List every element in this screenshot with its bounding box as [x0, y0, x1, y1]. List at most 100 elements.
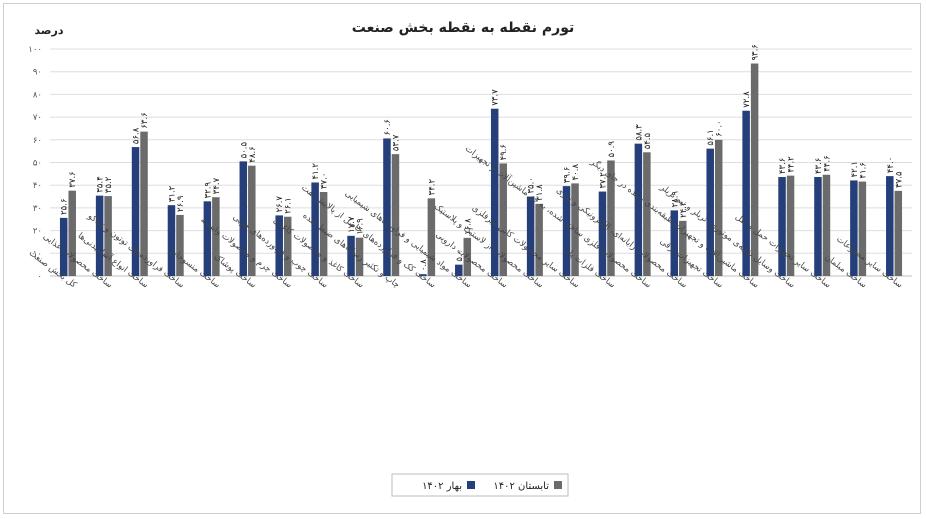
bar — [490, 108, 499, 277]
data-label: ۴۳.۶ — [814, 158, 824, 174]
data-label: ۲۴.۳ — [679, 201, 689, 218]
data-label: ۰.۸ — [419, 259, 429, 271]
data-label: ۴۱.۶ — [858, 162, 868, 178]
bar — [750, 63, 759, 276]
bar — [275, 215, 283, 276]
data-label: ۳۲.۹ — [203, 181, 213, 198]
bar — [463, 237, 472, 276]
bar — [858, 181, 867, 276]
bar — [140, 131, 148, 276]
y-tick-label: ۲۰ — [33, 227, 42, 237]
bar — [607, 160, 615, 276]
data-label: ۳۱.۲ — [167, 185, 177, 202]
bar — [786, 175, 795, 276]
y-tick-label: ۷۰ — [33, 113, 42, 123]
data-label: ۵۶.۱ — [706, 129, 716, 145]
bar — [95, 195, 104, 276]
data-label: ۵۴.۵ — [643, 132, 653, 149]
data-label: ۴۴.۲ — [787, 156, 797, 173]
bar — [598, 191, 607, 276]
data-label: ۳۵.۰ — [527, 177, 537, 193]
y-axis-ticks: ۰ ۱۰ ۲۰ ۳۰ ۴۰ ۵۰ ۶۰ ۷۰ ۸۰ ۹۰ ۱۰۰ — [28, 45, 42, 282]
bar — [499, 163, 507, 276]
bar — [886, 176, 894, 276]
legend-box — [391, 473, 569, 497]
bar — [535, 203, 543, 276]
bar — [239, 161, 248, 276]
y-tick-label: ۶۰ — [33, 136, 42, 146]
data-label: ۴۸.۶ — [248, 146, 258, 162]
y-tick-label: ۰ — [37, 272, 42, 282]
data-label: ۳۱.۸ — [535, 184, 545, 201]
bar — [562, 186, 571, 276]
chart-title: تورم نقطه به نقطه بخش صنعت — [352, 20, 575, 36]
bar — [383, 138, 391, 276]
bar — [104, 196, 112, 276]
bar — [68, 190, 76, 276]
bar — [742, 110, 750, 276]
data-label: ۳۷.۵ — [894, 171, 904, 188]
data-label: ۶۰.۰ — [715, 120, 725, 136]
data-label: ۳۵.۲ — [104, 176, 114, 193]
data-label: ۱۶.۹ — [356, 218, 366, 235]
bar — [319, 192, 328, 276]
data-label: ۳۹.۶ — [563, 167, 573, 183]
bar — [59, 217, 68, 276]
data-label: ۱۶.۸ — [463, 218, 473, 235]
data-label: ۲۵.۶ — [60, 198, 70, 214]
data-label: ۳۴.۲ — [427, 179, 437, 196]
gridlines — [50, 48, 912, 277]
bar — [670, 210, 679, 276]
data-label: ۵۶.۸ — [132, 127, 142, 144]
bar — [778, 177, 786, 276]
bar — [850, 180, 858, 276]
bar — [706, 148, 714, 276]
inflation-bar-chart: تورم نقطه به نقطه بخش صنعت درصد ۰ ۱۰ ۲۰ ۳۰ ۴… — [27, 20, 912, 497]
legend-swatch-spring — [467, 481, 475, 489]
legend-label-summer: تابستان ۱۴۰۲ — [493, 481, 549, 492]
data-labels: ۲۵.۶ ۳۷.۶ ۳۵.۴۳۵.۲ ۵۶.۸۶۳.۶ ۳۱.۲۲۶.۹ ۳۲.۹۳۴.۷… — [60, 44, 905, 271]
data-label: ۱۷.۷ — [347, 216, 357, 233]
data-label: ۳۴.۷ — [212, 177, 222, 194]
data-label: ۲۶.۱ — [284, 197, 294, 213]
bar — [203, 201, 212, 276]
data-label: ۲۶.۹ — [176, 195, 186, 212]
data-label: ۲۸.۹ — [670, 191, 680, 208]
bar — [131, 147, 140, 276]
y-tick-label: ۹۰ — [33, 68, 42, 78]
chart-frame: تورم نقطه به نقطه بخش صنعت درصد ۰ ۱۰ ۲۰ ۳۰ ۴… — [3, 3, 921, 514]
data-label: ۲۶.۷ — [275, 196, 285, 213]
bar — [167, 205, 176, 276]
bar — [347, 235, 355, 276]
data-label: ۵۰.۹ — [607, 141, 617, 158]
bar — [643, 152, 651, 276]
bar — [814, 177, 822, 276]
data-label: ۵۳.۷ — [391, 134, 401, 151]
legend-swatch-summer — [554, 481, 562, 489]
legend: تابستان ۱۴۰۲ بهار ۱۴۰۲ — [391, 473, 569, 497]
data-label: ۴۳.۶ — [778, 158, 788, 174]
data-label: ۳۷.۶ — [68, 171, 78, 187]
data-label: ۳۵.۴ — [96, 176, 106, 192]
y-tick-label: ۸۰ — [33, 90, 42, 100]
data-label: ۶۰.۶ — [383, 119, 393, 135]
data-label: ۴۴.۰ — [886, 157, 896, 173]
bar — [391, 154, 400, 276]
bar — [634, 143, 643, 276]
category-label: ساخت تجهیزات برقی — [658, 236, 725, 290]
bar — [419, 274, 427, 276]
bar — [176, 214, 184, 276]
bar — [571, 183, 579, 276]
data-label: ۴۹.۶ — [499, 144, 509, 160]
y-tick-label: ۴۰ — [33, 181, 42, 191]
y-tick-label: ۱۰۰ — [28, 45, 42, 55]
data-label: ۵۸.۳ — [634, 124, 644, 141]
data-label: ۵۰.۵ — [239, 142, 249, 159]
y-axis-unit-label: درصد — [35, 24, 64, 37]
data-label: ۴۴.۶ — [822, 155, 832, 171]
data-label: ۵.۰ — [455, 250, 465, 262]
data-label: ۷۲.۸ — [742, 91, 752, 108]
bar — [455, 264, 463, 276]
bar — [894, 190, 903, 276]
category-label: ساخت سایر مصنوعات — [834, 234, 904, 290]
